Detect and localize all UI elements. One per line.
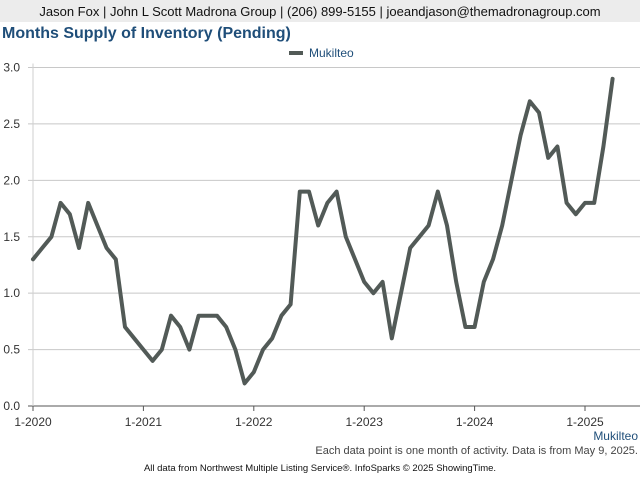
- y-tick-label: 3.0: [3, 61, 20, 75]
- data-point[interactable]: [600, 143, 606, 149]
- data-point[interactable]: [508, 177, 514, 183]
- data-point[interactable]: [380, 279, 386, 285]
- legend-swatch: [289, 51, 303, 55]
- header-contact-text: Jason Fox | John L Scott Madrona Group |…: [39, 3, 601, 19]
- data-point[interactable]: [269, 335, 275, 341]
- data-point[interactable]: [481, 279, 487, 285]
- data-point[interactable]: [564, 200, 570, 206]
- data-point[interactable]: [159, 347, 165, 353]
- data-point[interactable]: [499, 222, 505, 228]
- chart-title: Months Supply of Inventory (Pending): [2, 25, 291, 42]
- data-point[interactable]: [416, 234, 422, 240]
- data-point[interactable]: [398, 290, 404, 296]
- data-point[interactable]: [352, 256, 358, 262]
- x-tick-label: 1-2024: [456, 415, 494, 429]
- data-point[interactable]: [113, 256, 119, 262]
- data-point[interactable]: [582, 200, 588, 206]
- data-point[interactable]: [536, 110, 542, 116]
- data-point[interactable]: [527, 98, 533, 104]
- tick-labels: 0.0 0.5 1.0 1.5 2.0 2.5 3.0 1-2020 1-2021 1-2022 1…: [3, 61, 604, 430]
- x-tick-label: 1-2021: [125, 415, 163, 429]
- data-point[interactable]: [610, 76, 616, 82]
- data-source: All data from Northwest Multiple Listing…: [143, 463, 497, 474]
- data-point[interactable]: [490, 256, 496, 262]
- data-point[interactable]: [334, 189, 340, 195]
- data-point[interactable]: [131, 335, 137, 341]
- data-point[interactable]: [223, 324, 229, 330]
- y-tick-label: 2.5: [3, 117, 20, 131]
- x-tick-label: 1-2022: [235, 415, 273, 429]
- data-point[interactable]: [94, 222, 100, 228]
- axes: [28, 63, 640, 411]
- data-point[interactable]: [232, 347, 238, 353]
- data-point[interactable]: [278, 313, 284, 319]
- data-point[interactable]: [426, 222, 432, 228]
- data-point[interactable]: [361, 279, 367, 285]
- x-axis-series-label: Mukilteo: [593, 429, 638, 443]
- y-tick-label: 2.0: [3, 173, 20, 187]
- data-point[interactable]: [196, 313, 202, 319]
- data-point[interactable]: [251, 369, 257, 375]
- data-point[interactable]: [242, 380, 248, 386]
- data-point[interactable]: [205, 313, 211, 319]
- data-point[interactable]: [315, 222, 321, 228]
- y-tick-label: 1.5: [3, 230, 20, 244]
- x-tick-label: 1-2025: [566, 415, 604, 429]
- data-point[interactable]: [30, 256, 36, 262]
- data-point[interactable]: [122, 324, 128, 330]
- data-point[interactable]: [518, 132, 524, 138]
- data-point[interactable]: [554, 143, 560, 149]
- data-point[interactable]: [260, 347, 266, 353]
- data-point[interactable]: [407, 245, 413, 251]
- data-point[interactable]: [186, 347, 192, 353]
- legend-label: Mukilteo: [309, 46, 354, 60]
- data-point[interactable]: [76, 245, 82, 251]
- data-point[interactable]: [85, 200, 91, 206]
- data-point[interactable]: [472, 324, 478, 330]
- data-point[interactable]: [591, 200, 597, 206]
- data-point[interactable]: [435, 189, 441, 195]
- y-tick-label: 0.0: [3, 399, 20, 413]
- data-point[interactable]: [214, 313, 220, 319]
- legend[interactable]: Mukilteo: [289, 46, 354, 60]
- data-point[interactable]: [297, 189, 303, 195]
- data-point[interactable]: [343, 234, 349, 240]
- data-point[interactable]: [67, 211, 73, 217]
- data-point[interactable]: [140, 347, 146, 353]
- data-point[interactable]: [389, 335, 395, 341]
- data-point[interactable]: [58, 200, 64, 206]
- data-point[interactable]: [39, 245, 45, 251]
- data-point[interactable]: [150, 358, 156, 364]
- header-bar: Jason Fox | John L Scott Madrona Group |…: [0, 0, 640, 22]
- y-tick-label: 1.0: [3, 286, 20, 300]
- series-layer: [30, 76, 616, 386]
- data-point[interactable]: [177, 324, 183, 330]
- y-tick-label: 0.5: [3, 343, 20, 357]
- data-point[interactable]: [545, 155, 551, 161]
- x-tick-label: 1-2023: [346, 415, 384, 429]
- data-point[interactable]: [462, 324, 468, 330]
- data-point[interactable]: [453, 279, 459, 285]
- data-point[interactable]: [306, 189, 312, 195]
- data-point[interactable]: [288, 301, 294, 307]
- gridlines: [28, 67, 640, 351]
- data-point[interactable]: [324, 200, 330, 206]
- series-line-mukilteo[interactable]: [31, 76, 615, 386]
- data-point[interactable]: [573, 211, 579, 217]
- data-note: Each data point is one month of activity…: [315, 445, 638, 457]
- data-point[interactable]: [370, 290, 376, 296]
- data-point[interactable]: [168, 313, 174, 319]
- data-point[interactable]: [104, 245, 110, 251]
- data-point[interactable]: [48, 234, 54, 240]
- data-point[interactable]: [444, 222, 450, 228]
- x-tick-label: 1-2020: [14, 415, 52, 429]
